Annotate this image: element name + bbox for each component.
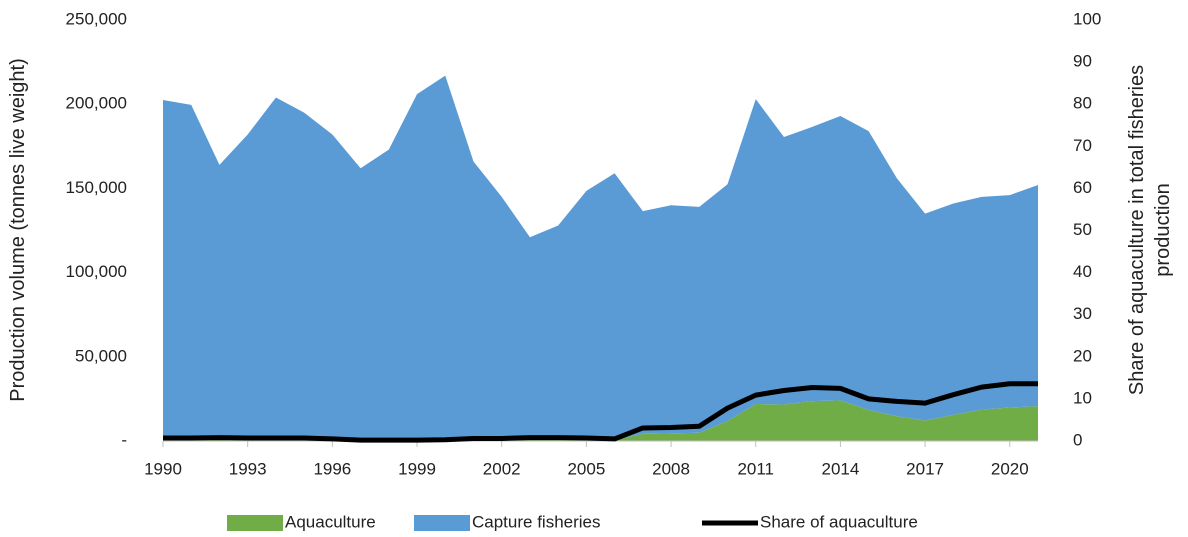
y-tick-label: 50,000 — [75, 346, 127, 365]
x-tick-label: 2014 — [822, 459, 860, 478]
lines — [163, 381, 1038, 443]
x-tick-label: 2011 — [737, 459, 774, 478]
y2-tick-label: 80 — [1073, 94, 1092, 113]
legend-swatch — [227, 515, 283, 531]
y2-tick-label: 40 — [1073, 262, 1092, 281]
legend-swatch — [414, 515, 470, 531]
y-axis-title: Production volume (tonnes live weight) — [7, 58, 29, 402]
y2-tick-label: 20 — [1073, 346, 1092, 365]
areas — [163, 75, 1038, 441]
axes: - 50,000 100,000 150,000 200,000 250,000 0 10 20… — [66, 9, 1102, 478]
y2-tick-label: 60 — [1073, 178, 1092, 197]
y2-tick-label: 90 — [1073, 52, 1092, 71]
y2-tick-label: 30 — [1073, 304, 1092, 323]
x-tick-label: 1993 — [229, 459, 267, 478]
y2-tick-label: 0 — [1073, 430, 1082, 449]
x-tick-label: 1996 — [313, 459, 351, 478]
x-tick-label: 2005 — [567, 459, 605, 478]
y2-tick-label: 10 — [1073, 388, 1092, 407]
x-tick-label: 2017 — [906, 459, 944, 478]
y-tick-label: 250,000 — [66, 9, 127, 28]
y2-tick-label: 50 — [1073, 220, 1092, 239]
x-tick-label: 2002 — [483, 459, 521, 478]
legend: Aquaculture Capture fisheries Share of aqu… — [227, 512, 918, 531]
legend-label: Capture fisheries — [472, 512, 601, 531]
legend-label: Share of aquaculture — [760, 512, 918, 531]
x-tick-label: 1990 — [144, 459, 182, 478]
y-tick-label: - — [121, 430, 127, 449]
x-tick-label: 2020 — [991, 459, 1029, 478]
y2-axis-title: Share of aquaculture in total fisheries … — [1126, 64, 1174, 396]
y-tick-label: 150,000 — [66, 178, 127, 197]
line — [163, 381, 1038, 443]
y-tick-label: 100,000 — [66, 262, 127, 281]
area — [163, 400, 1038, 441]
y2-tick-label: 100 — [1073, 9, 1101, 28]
x-tick-label: 2008 — [652, 459, 690, 478]
y2-tick-label: 70 — [1073, 136, 1092, 155]
area — [163, 75, 1038, 441]
x-tick-label: 1999 — [398, 459, 436, 478]
legend-label: Aquaculture — [285, 512, 376, 531]
y-tick-label: 200,000 — [66, 94, 127, 113]
